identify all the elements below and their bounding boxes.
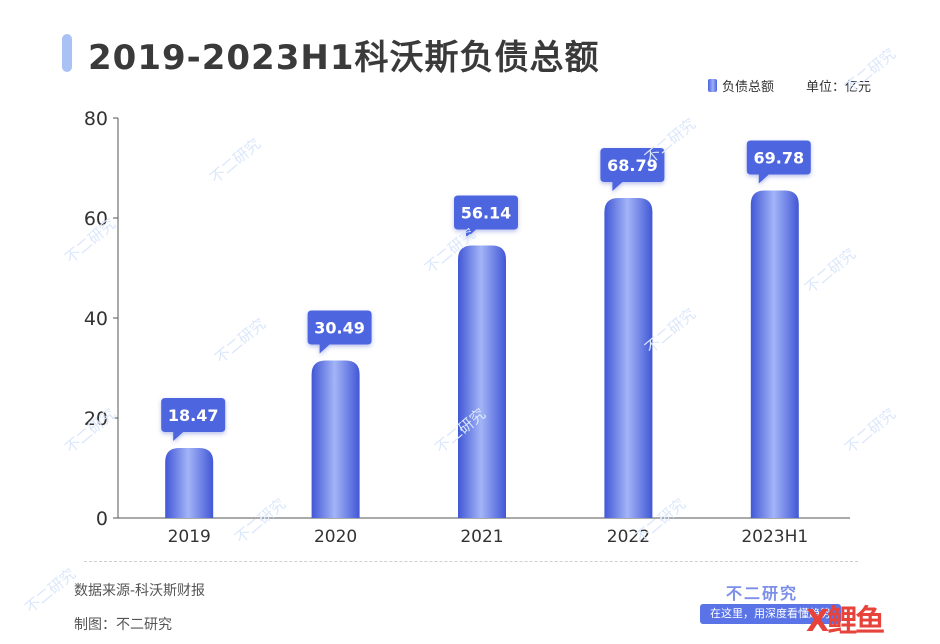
bar <box>311 360 360 518</box>
data-label-box <box>307 310 372 354</box>
brand-slogan: 在这里，用深度看懂趋势 <box>700 604 841 624</box>
x-tick-label: 2019 <box>168 527 211 547</box>
data-label-box <box>454 195 518 239</box>
bar <box>604 198 653 518</box>
data-label-box <box>600 148 665 191</box>
data-label-box <box>746 140 811 184</box>
bar <box>750 190 799 518</box>
bar <box>165 448 214 518</box>
data-label: 30.49 <box>314 319 365 338</box>
data-source: 数据来源-科沃斯财报 <box>74 583 206 599</box>
x-tick-label: 2020 <box>314 527 357 547</box>
data-label-callout <box>161 398 226 441</box>
legend-label: 负债总额 <box>722 80 775 95</box>
data-label-callout <box>454 195 518 239</box>
y-tick-label: 80 <box>84 108 108 130</box>
legend: 负债总额 <box>708 76 774 95</box>
chart-maker: 制图：不二研究 <box>74 617 172 633</box>
data-label: 18.47 <box>168 406 219 425</box>
y-tick-label: 60 <box>84 208 108 230</box>
x-tick-label: 2022 <box>607 527 650 547</box>
corner-logo: X鲤鱼 <box>806 604 885 639</box>
bar <box>458 245 506 518</box>
footer-divider <box>84 561 858 562</box>
data-label-callout <box>600 148 665 191</box>
unit-label: 单位：亿元 <box>806 80 872 95</box>
data-label-callout <box>307 310 372 354</box>
y-tick-label: 20 <box>84 408 108 430</box>
x-tick-label: 2021 <box>460 527 503 547</box>
legend-swatch <box>708 79 717 92</box>
y-tick-label: 0 <box>96 508 108 530</box>
page-title: 2019-2023H1科沃斯负债总额 <box>88 38 600 78</box>
data-label-box <box>161 398 226 441</box>
x-tick-label: 2023H1 <box>741 527 808 547</box>
title-accent-bar <box>62 34 72 72</box>
brand-name: 不二研究 <box>726 584 799 603</box>
data-label: 68.79 <box>607 156 658 175</box>
data-label: 69.78 <box>753 149 804 168</box>
data-label-callout <box>746 140 811 184</box>
data-label: 56.14 <box>461 204 512 223</box>
y-tick-label: 40 <box>84 308 108 330</box>
